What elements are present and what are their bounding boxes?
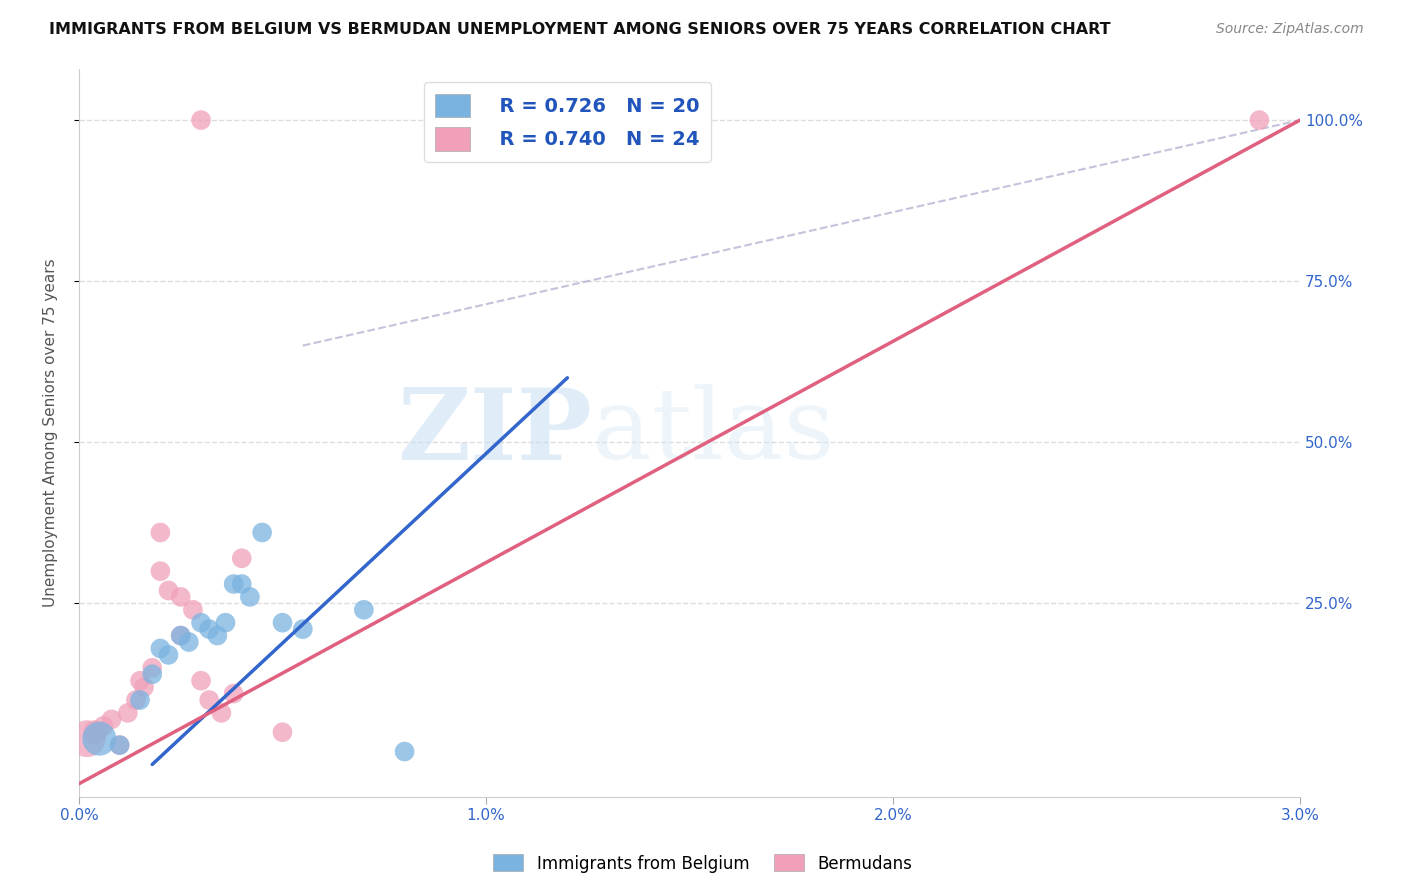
Point (557, 113, 579, 128)
Point (170, 629, 193, 643)
Point (141, 661, 163, 675)
Point (170, 590, 193, 604)
Point (198, 693, 221, 707)
Point (125, 693, 148, 707)
Point (149, 641, 172, 656)
Point (353, 603, 375, 617)
Point (141, 667, 163, 681)
Point (222, 687, 245, 701)
Point (198, 622, 221, 636)
Point (76, 731, 98, 746)
Point (117, 706, 139, 720)
Point (129, 673, 152, 688)
Text: ZIP: ZIP (396, 384, 592, 481)
Point (149, 564, 172, 578)
Point (291, 622, 314, 636)
Point (129, 693, 152, 707)
Point (157, 583, 180, 598)
Point (271, 725, 294, 739)
Point (181, 603, 204, 617)
Point (271, 615, 294, 630)
Point (190, 673, 212, 688)
Point (231, 551, 253, 566)
Point (394, 745, 416, 759)
Point (89, 731, 111, 746)
Point (222, 577, 245, 591)
Point (84, 725, 107, 739)
Legend: Immigrants from Belgium, Bermudans: Immigrants from Belgium, Bermudans (486, 847, 920, 880)
Point (231, 577, 253, 591)
Point (149, 525, 172, 540)
Legend:   R = 0.726   N = 20,   R = 0.740   N = 24: R = 0.726 N = 20, R = 0.740 N = 24 (423, 82, 711, 162)
Text: Source: ZipAtlas.com: Source: ZipAtlas.com (1216, 22, 1364, 37)
Point (207, 629, 229, 643)
Point (239, 590, 262, 604)
Point (1249, 113, 1271, 128)
Point (250, 525, 273, 540)
Y-axis label: Unemployment Among Seniors over 75 years: Unemployment Among Seniors over 75 years (44, 259, 58, 607)
Text: IMMIGRANTS FROM BELGIUM VS BERMUDAN UNEMPLOYMENT AMONG SENIORS OVER 75 YEARS COR: IMMIGRANTS FROM BELGIUM VS BERMUDAN UNEM… (49, 22, 1111, 37)
Point (108, 738, 131, 752)
Point (170, 629, 193, 643)
Point (190, 113, 212, 128)
Point (108, 738, 131, 752)
Point (132, 680, 155, 694)
Text: atlas: atlas (592, 384, 835, 481)
Point (100, 712, 122, 726)
Point (177, 635, 200, 649)
Point (157, 648, 180, 662)
Point (190, 615, 212, 630)
Point (209, 706, 232, 720)
Point (214, 615, 236, 630)
Point (93, 719, 115, 733)
